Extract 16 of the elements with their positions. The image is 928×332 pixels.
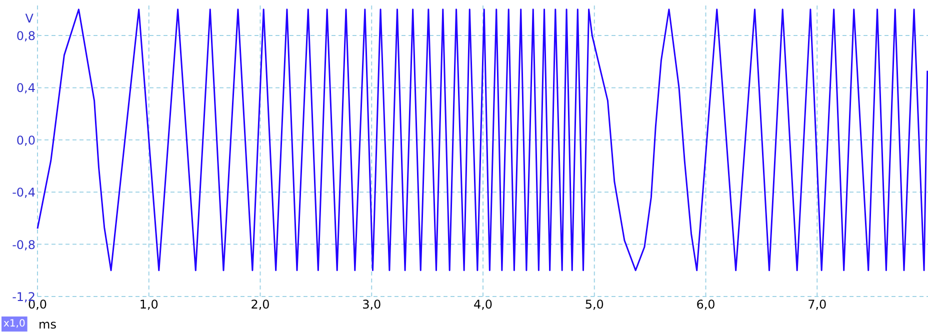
x-tick-label: 7,0 [808, 298, 827, 312]
text: x1,0 [4, 318, 26, 330]
x-tick-label: 6,0 [696, 298, 716, 312]
y-axis-title: V [25, 12, 34, 26]
y-tick-label: -0,8 [12, 238, 36, 252]
x-tick-label: 2,0 [250, 298, 270, 312]
x-tick-label: 5,0 [584, 298, 604, 312]
y-tick-label: -0,4 [12, 186, 36, 200]
x-tick-label: 1,0 [139, 298, 158, 312]
x-tick-label: 3,0 [362, 298, 382, 312]
y-tick-label: 0,8 [16, 29, 36, 44]
line-series [36, 8, 928, 272]
y-tick-label: 0,0 [16, 133, 36, 148]
y-tick-label: 0,4 [16, 81, 36, 96]
x-tick-label: 4,0 [473, 298, 493, 312]
x-axis-title: ms [38, 318, 56, 332]
